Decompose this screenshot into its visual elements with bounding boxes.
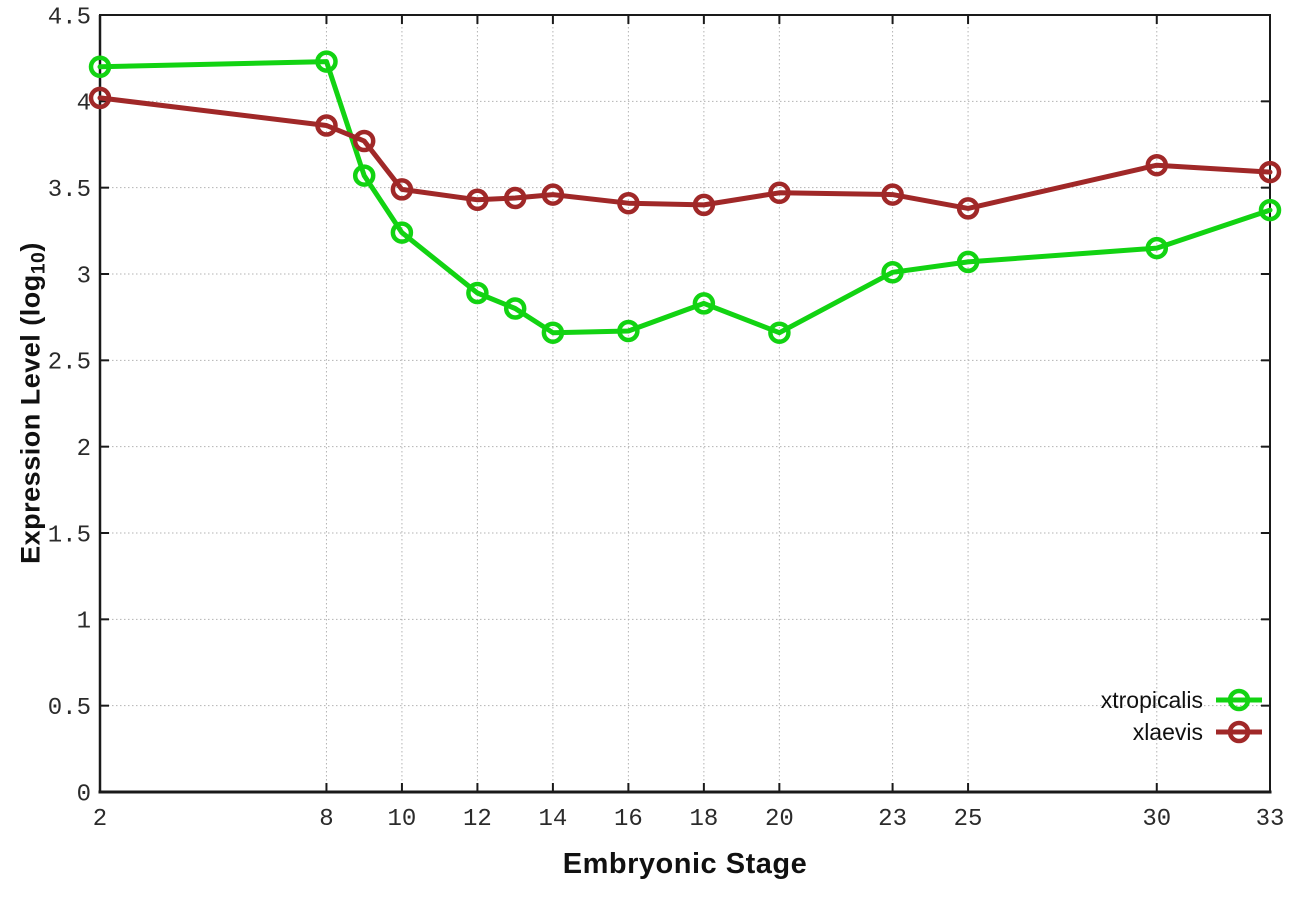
x-tick-label: 33 [1256,806,1285,833]
data-point-xlaevis-stage-14 [541,183,565,206]
legend-label-xtropicalis: xtropicalis [1100,686,1203,713]
data-point-xtropicalis-stage-9 [352,164,376,187]
x-axis-title: Embryonic Stage [562,848,808,880]
data-point-xlaevis-stage-33 [1258,160,1282,184]
data-point-xtropicalis-stage-33 [1258,198,1282,222]
data-point-xtropicalis-stage-23 [881,261,904,284]
legend-row-xtropicalis: xtropicalis [1101,686,1263,714]
x-tick-labels: 2 8 10 12 14 16 18 20 23 25 30 33 [93,806,1285,833]
y-tick-label: 0 [77,781,91,808]
y-axis-title-text: Expression Level (log [15,274,46,564]
axis-tick-marks [99,14,1271,793]
data-point-xlaevis-stage-10 [390,178,414,201]
data-point-xtropicalis-stage-20 [768,321,791,344]
data-point-xtropicalis-stage-18 [692,292,716,315]
y-tick-labels: 0 0.5 1 1.5 2 2.5 3 3.5 4 4.5 [48,4,91,808]
data-point-xlaevis-stage-23 [881,183,904,206]
data-point-xlaevis-stage-2 [88,86,112,110]
y-tick-label: 3 [77,263,91,290]
series-xlaevis [88,86,1282,220]
x-tick-label: 16 [614,806,643,833]
x-tick-label: 30 [1142,806,1171,833]
data-point-xlaevis-stage-12 [466,188,489,212]
x-tick-label: 12 [463,806,492,833]
data-point-xtropicalis-stage-8 [315,50,338,73]
x-tick-label: 18 [689,806,718,833]
series-line-xtropicalis [97,59,1273,336]
y-axis-title-subscript: 10 [27,251,50,275]
plot-border [99,14,1271,793]
x-tick-label: 23 [878,806,907,833]
data-point-xtropicalis-stage-12 [466,281,489,305]
data-point-xlaevis-stage-9 [352,129,376,153]
x-tick-label: 14 [538,806,567,833]
x-tick-label: 20 [765,806,794,833]
x-tick-label: 10 [388,806,417,833]
y-tick-label: 1.5 [48,522,91,549]
y-axis-title: Expression Level (log10) [16,242,51,564]
y-tick-label: 2 [77,436,91,463]
data-point-xtropicalis-stage-10 [390,221,414,244]
x-tick-label: 2 [93,806,107,833]
x-tick-label: 25 [954,806,983,833]
legend-row-xlaevis: xlaevis [1133,718,1263,746]
data-point-xlaevis-stage-20 [768,181,791,205]
y-tick-label: 4.5 [48,4,91,31]
series-xtropicalis [88,50,1282,344]
data-point-xtropicalis-stage-30 [1145,236,1169,260]
y-tick-label: 4 [77,91,91,118]
data-point-xtropicalis-stage-25 [956,250,980,274]
data-point-xtropicalis-stage-2 [88,55,112,79]
data-point-xtropicalis-stage-16 [617,319,640,343]
grid-lines [100,15,1270,792]
data-point-xlaevis-stage-30 [1145,153,1169,177]
y-tick-label: 1 [77,609,91,636]
legend-marker-xtropicalis [1216,688,1262,712]
y-tick-label: 2.5 [48,350,91,377]
data-point-xlaevis-stage-16 [617,191,640,215]
legend-marker-xlaevis [1216,720,1262,744]
legend: xtropicalis xlaevis [1101,686,1263,746]
x-tick-label: 8 [319,806,333,833]
data-point-xtropicalis-stage-14 [541,321,565,344]
data-point-xlaevis-stage-8 [315,114,338,137]
data-point-xtropicalis-stage-13 [503,297,527,320]
series-line-xlaevis [97,95,1273,211]
y-tick-label: 3.5 [48,177,91,204]
data-point-xlaevis-stage-18 [692,193,716,217]
data-point-xlaevis-stage-25 [956,197,980,220]
legend-label-xlaevis: xlaevis [1132,718,1203,745]
y-tick-label: 0.5 [48,695,91,722]
data-point-xlaevis-stage-13 [503,186,527,210]
y-axis-title-suffix: ) [15,242,46,252]
